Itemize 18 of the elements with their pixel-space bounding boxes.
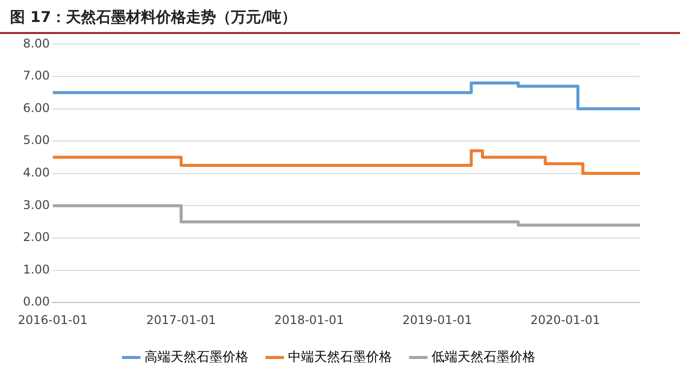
x-tick-label: 2019-01-01	[402, 312, 472, 327]
legend-label: 中端天然石墨价格	[288, 350, 392, 365]
x-tick-label: 2020-01-01	[530, 312, 600, 327]
y-tick-label: 2.00	[23, 230, 50, 244]
y-tick-label: 1.00	[23, 262, 50, 276]
y-tick-label: 0.00	[23, 294, 50, 309]
x-tick-label: 2018-01-01	[274, 312, 344, 327]
y-tick-label: 6.00	[23, 100, 50, 115]
y-tick-label: 7.00	[23, 68, 50, 83]
x-tick-label: 2017-01-01	[146, 312, 216, 327]
y-tick-label: 5.00	[23, 133, 50, 148]
chart-title: 图 17：天然石墨材料价格走势（万元/吨）	[0, 0, 680, 34]
legend-label: 低端天然石墨价格	[431, 350, 536, 365]
y-tick-label: 8.00	[23, 36, 50, 50]
y-tick-label: 3.00	[23, 198, 50, 212]
legend-label: 高端天然石墨价格	[144, 348, 248, 365]
y-tick-label: 4.00	[23, 166, 50, 180]
x-tick-label: 2016-01-01	[18, 312, 88, 327]
